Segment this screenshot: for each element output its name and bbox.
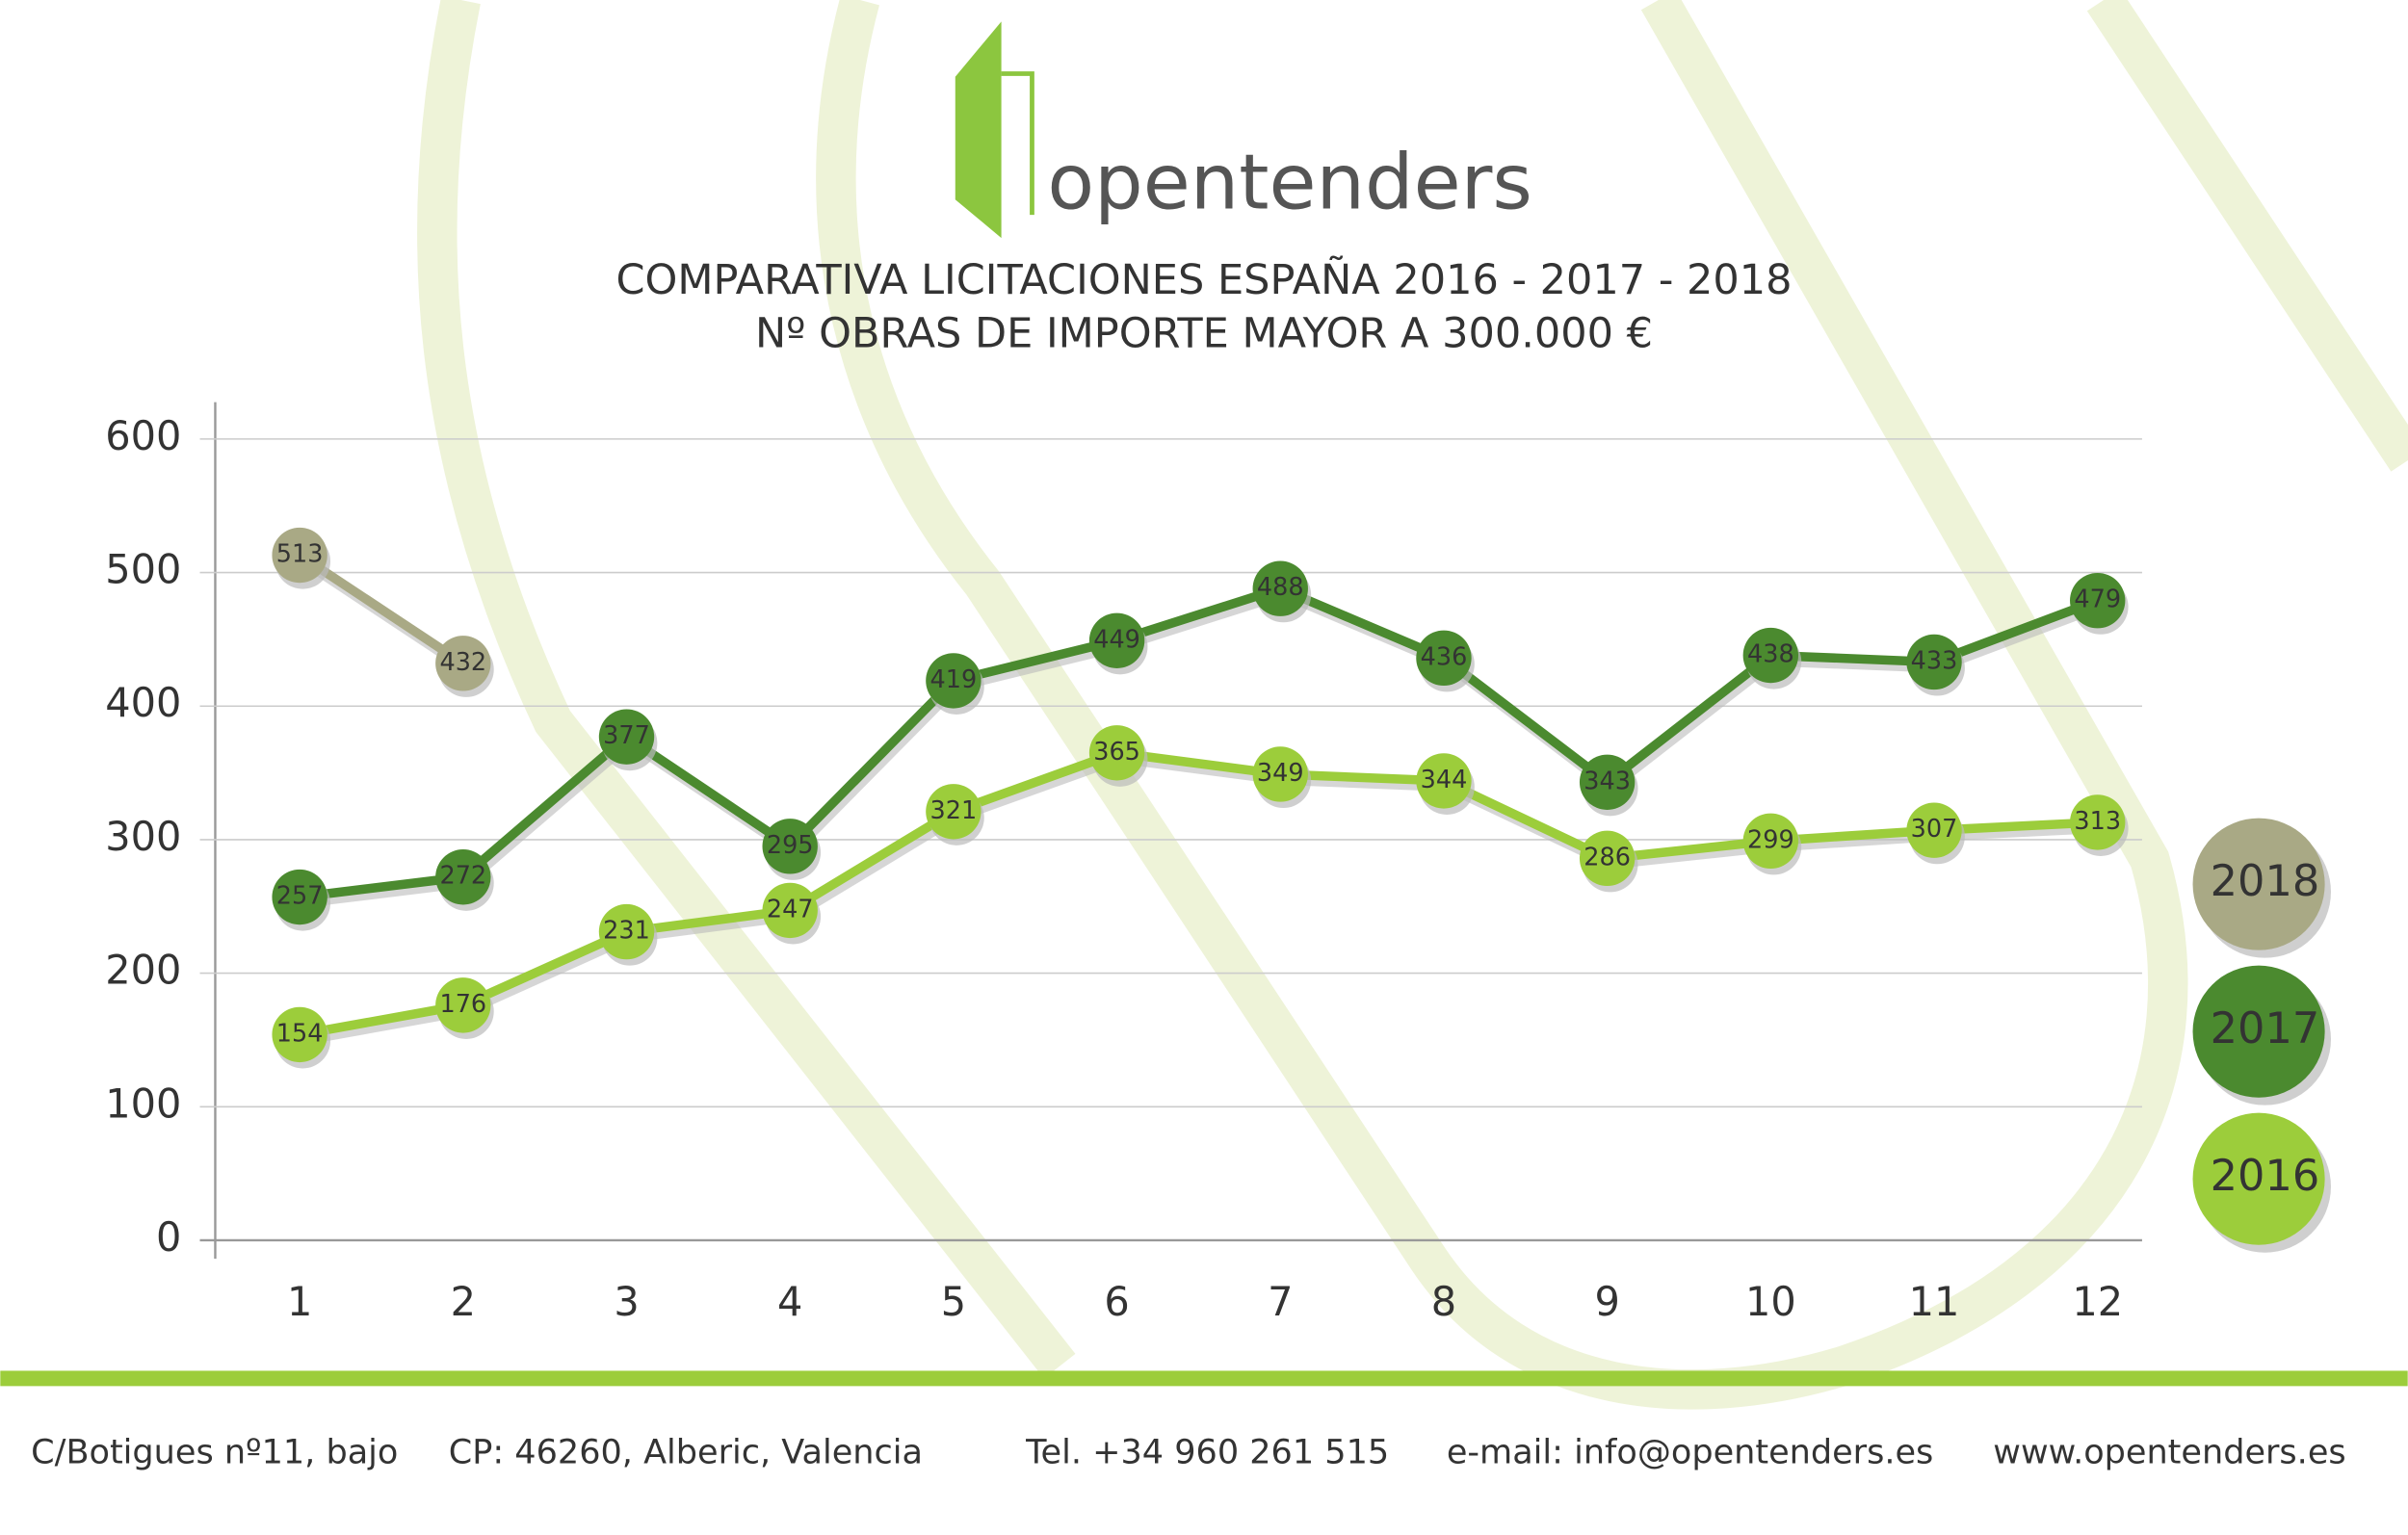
x-tick-label: 8 <box>1431 1279 1456 1325</box>
value-label: 419 <box>930 665 978 694</box>
marker <box>598 709 655 765</box>
value-label: 343 <box>1584 767 1631 795</box>
value-label: 257 <box>276 882 324 911</box>
value-label: 307 <box>1911 815 1958 844</box>
marker <box>598 903 655 960</box>
value-label: 321 <box>930 796 978 825</box>
marker <box>435 977 491 1033</box>
chart-subtitle: Nº OBRAS DE IMPORTE MAYOR A 300.000 € <box>755 310 1653 358</box>
footer-text: e-mail: info@opentenders.es <box>1447 1433 1933 1472</box>
marker <box>272 527 327 584</box>
y-tick-label: 400 <box>105 680 181 726</box>
marker <box>2070 794 2126 850</box>
marker <box>2070 572 2126 629</box>
value-label: 176 <box>439 990 486 1019</box>
value-label: 436 <box>1421 642 1468 671</box>
value-label: 488 <box>1257 573 1304 602</box>
marker <box>762 819 818 874</box>
footer-text: www.opentenders.es <box>1993 1433 2345 1472</box>
marker <box>1252 746 1308 802</box>
value-label: 299 <box>1747 825 1794 854</box>
legend-label: 2016 <box>2211 1151 2320 1201</box>
marker <box>435 636 491 691</box>
y-tick-label: 600 <box>105 413 181 459</box>
marker <box>1579 754 1636 810</box>
value-label: 313 <box>2074 807 2121 836</box>
value-label: 247 <box>767 895 814 924</box>
marker <box>1742 813 1799 869</box>
marker <box>272 869 327 925</box>
value-label: 344 <box>1421 766 1468 794</box>
x-tick-label: 2 <box>451 1279 476 1325</box>
x-tick-label: 3 <box>614 1279 639 1325</box>
value-label: 433 <box>1911 646 1958 675</box>
x-tick-label: 11 <box>1909 1279 1960 1325</box>
x-tick-label: 10 <box>1745 1279 1796 1325</box>
marker <box>1742 627 1799 684</box>
marker <box>762 882 818 939</box>
marker <box>1088 725 1145 781</box>
footer-text: CP: 46260, Alberic, Valencia <box>449 1433 923 1472</box>
marker <box>1416 630 1472 687</box>
value-label: 231 <box>603 917 650 946</box>
x-tick-label: 4 <box>777 1279 802 1325</box>
logo-text: opentenders <box>1047 137 1532 226</box>
legend-marker <box>2192 965 2325 1098</box>
x-tick-label: 12 <box>2072 1279 2123 1325</box>
x-tick-label: 6 <box>1104 1279 1129 1325</box>
y-tick-label: 100 <box>105 1080 181 1127</box>
value-label: 479 <box>2074 585 2121 614</box>
marker <box>1906 802 1962 858</box>
logo: opentenders <box>955 21 1532 239</box>
y-tick-label: 0 <box>156 1214 181 1261</box>
x-tick-label: 5 <box>941 1279 966 1325</box>
chart-title: COMPARATIVA LICITACIONES ESPAÑA 2016 - 2… <box>615 255 1792 304</box>
marker <box>435 849 491 905</box>
value-label: 286 <box>1584 843 1631 872</box>
value-label: 272 <box>439 862 486 891</box>
marker <box>272 1006 327 1063</box>
footer-band <box>0 1370 2408 1387</box>
legend-marker <box>2192 1112 2325 1245</box>
value-label: 365 <box>1093 738 1140 767</box>
marker <box>926 784 982 840</box>
x-tick-label: 1 <box>287 1279 312 1325</box>
marker <box>1252 560 1308 616</box>
value-label: 377 <box>603 721 650 750</box>
marker <box>1906 634 1962 690</box>
marker <box>1579 830 1636 887</box>
x-tick-label: 7 <box>1268 1279 1293 1325</box>
legend-label: 2018 <box>2211 856 2320 906</box>
y-tick-label: 300 <box>105 814 181 860</box>
value-label: 295 <box>767 831 814 860</box>
legend-marker <box>2192 818 2325 950</box>
legend-label: 2017 <box>2211 1003 2320 1054</box>
footer-text: Tel. +34 960 261 515 <box>1025 1433 1389 1472</box>
value-label: 349 <box>1257 759 1304 788</box>
marker <box>926 653 982 709</box>
footer-text: C/Botigues nº11, bajo <box>31 1433 398 1472</box>
value-label: 432 <box>439 648 486 677</box>
y-tick-label: 500 <box>105 547 181 593</box>
value-label: 513 <box>276 540 324 569</box>
value-label: 449 <box>1093 625 1140 654</box>
value-label: 438 <box>1747 640 1794 669</box>
marker <box>1088 612 1145 668</box>
y-tick-label: 200 <box>105 948 181 994</box>
x-tick-label: 9 <box>1594 1279 1619 1325</box>
marker <box>1416 753 1472 809</box>
value-label: 154 <box>276 1019 324 1048</box>
